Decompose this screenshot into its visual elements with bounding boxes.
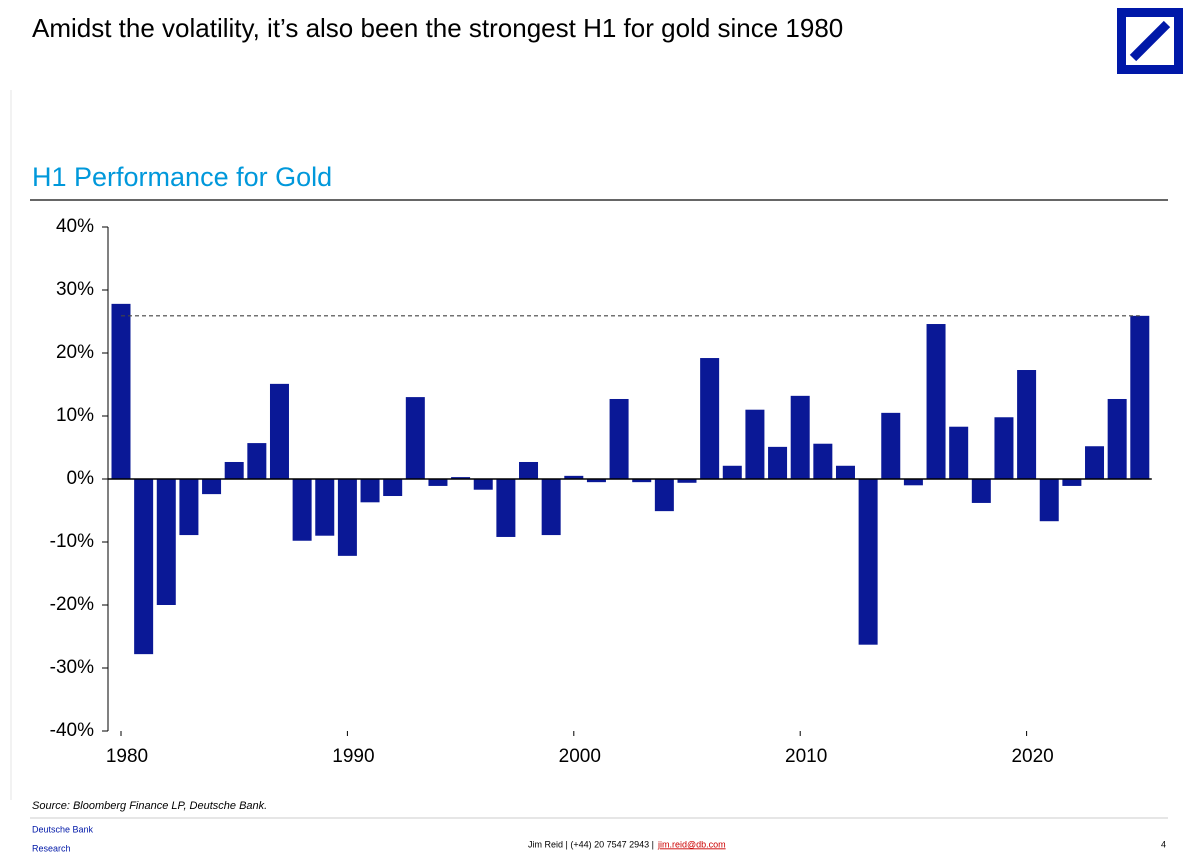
footer-unit: Research bbox=[32, 843, 71, 853]
bar bbox=[926, 324, 946, 479]
bar bbox=[111, 303, 131, 479]
bar bbox=[971, 479, 991, 503]
y-tick-label: -30% bbox=[50, 657, 94, 678]
bar bbox=[1017, 370, 1037, 479]
bar bbox=[813, 443, 833, 479]
bar bbox=[677, 479, 697, 483]
bar bbox=[858, 479, 878, 645]
x-tick-label: 2000 bbox=[559, 746, 601, 767]
bar bbox=[134, 479, 154, 655]
source: Source: Bloomberg Finance LP, Deutsche B… bbox=[32, 800, 267, 812]
bar bbox=[519, 461, 539, 479]
bar bbox=[632, 479, 652, 483]
bar bbox=[383, 479, 403, 497]
bar bbox=[315, 479, 335, 536]
bar bbox=[496, 479, 516, 537]
bar bbox=[586, 479, 606, 483]
bar bbox=[541, 479, 561, 536]
bar bbox=[722, 465, 742, 479]
bar bbox=[473, 479, 493, 490]
footer-brand: Deutsche Bank bbox=[32, 824, 94, 834]
chart-title: H1 Performance for Gold bbox=[32, 162, 332, 192]
x-tick-label: 1980 bbox=[106, 746, 148, 767]
footer-email[interactable]: jim.reid@db.com bbox=[657, 839, 726, 849]
bar bbox=[949, 426, 969, 479]
bar bbox=[700, 358, 720, 479]
x-tick-label: 1990 bbox=[332, 746, 374, 767]
y-tick-label: -40% bbox=[50, 720, 94, 741]
bar bbox=[428, 479, 448, 486]
bar bbox=[1107, 398, 1127, 479]
bar bbox=[994, 417, 1014, 479]
y-tick-label: -20% bbox=[50, 594, 94, 615]
bar bbox=[654, 479, 674, 512]
bar bbox=[292, 479, 312, 541]
bar bbox=[269, 383, 289, 479]
bar bbox=[1039, 479, 1059, 522]
bar bbox=[451, 477, 471, 479]
bar bbox=[790, 395, 810, 479]
bar bbox=[247, 443, 267, 479]
bar bbox=[360, 479, 380, 503]
bar bbox=[156, 479, 176, 605]
y-tick-label: 0% bbox=[67, 468, 95, 489]
bar bbox=[1085, 446, 1105, 479]
bar bbox=[564, 475, 584, 479]
bar bbox=[835, 465, 855, 479]
bar bbox=[405, 397, 425, 479]
y-tick-label: 10% bbox=[56, 405, 94, 426]
logo bbox=[1117, 8, 1183, 74]
bar bbox=[1130, 315, 1150, 479]
x-tick-label: 2020 bbox=[1011, 746, 1053, 767]
bar bbox=[337, 479, 357, 556]
y-tick-label: -10% bbox=[50, 531, 94, 552]
bar bbox=[179, 479, 199, 536]
bar bbox=[224, 461, 244, 479]
page-number: 4 bbox=[1161, 839, 1166, 849]
y-tick-label: 40% bbox=[56, 216, 94, 237]
footer-contact: Jim Reid | (+44) 20 7547 2943 | bbox=[528, 839, 654, 849]
y-tick-label: 20% bbox=[56, 342, 94, 363]
slide-title: Amidst the volatility, it’s also been th… bbox=[32, 13, 843, 43]
x-tick-label: 2010 bbox=[785, 746, 827, 767]
bar bbox=[1062, 479, 1082, 486]
bar bbox=[903, 479, 923, 486]
bar bbox=[745, 409, 765, 479]
bar bbox=[881, 412, 901, 479]
bar bbox=[609, 398, 629, 479]
bar bbox=[768, 446, 788, 479]
bar bbox=[202, 479, 222, 495]
y-tick-label: 30% bbox=[56, 279, 94, 300]
